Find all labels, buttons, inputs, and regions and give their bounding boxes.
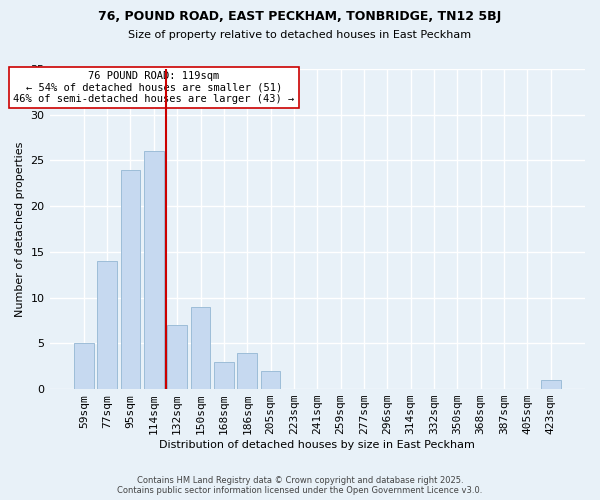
Bar [238,352,257,389]
Text: Size of property relative to detached houses in East Peckham: Size of property relative to detached ho… [128,30,472,40]
Bar [97,261,117,389]
Bar [167,325,187,389]
Text: 76, POUND ROAD, EAST PECKHAM, TONBRIDGE, TN12 5BJ: 76, POUND ROAD, EAST PECKHAM, TONBRIDGE,… [98,10,502,23]
Bar [541,380,560,389]
X-axis label: Distribution of detached houses by size in East Peckham: Distribution of detached houses by size … [160,440,475,450]
Bar [144,152,164,389]
Bar [191,307,211,389]
Bar [121,170,140,389]
Y-axis label: Number of detached properties: Number of detached properties [15,142,25,316]
Bar [260,371,280,389]
Text: Contains HM Land Registry data © Crown copyright and database right 2025.
Contai: Contains HM Land Registry data © Crown c… [118,476,482,495]
Bar [74,344,94,389]
Bar [214,362,234,389]
Text: 76 POUND ROAD: 119sqm
← 54% of detached houses are smaller (51)
46% of semi-deta: 76 POUND ROAD: 119sqm ← 54% of detached … [13,71,295,104]
